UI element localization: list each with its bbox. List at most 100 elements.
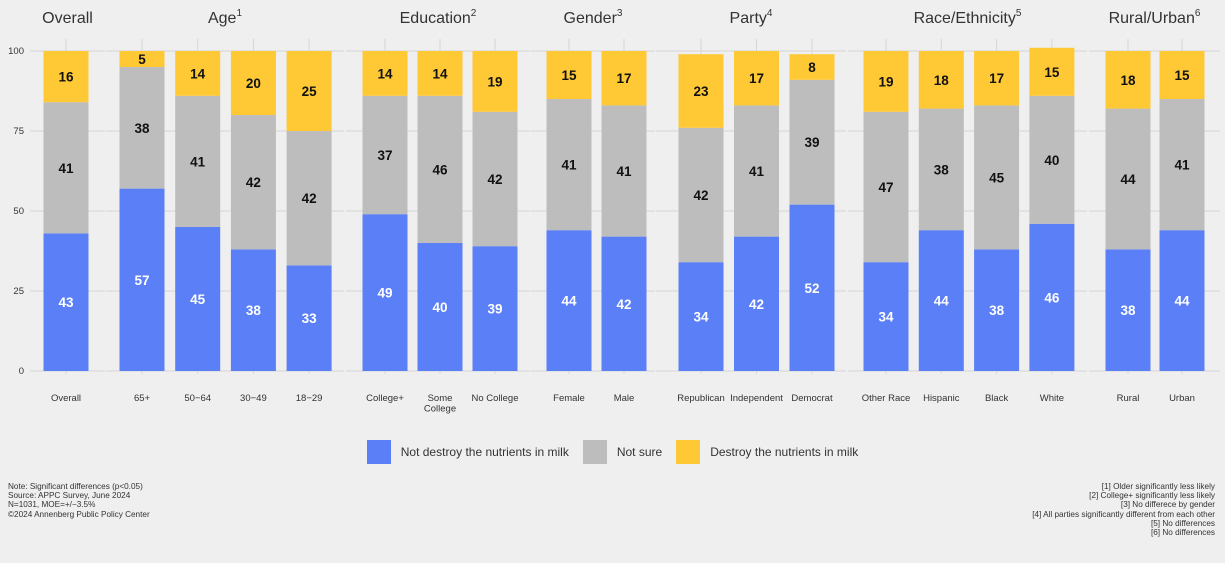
bar-segment (472, 246, 518, 371)
bar-segment (472, 51, 518, 112)
category-label: Republican (677, 393, 725, 404)
bar-segment (601, 236, 647, 371)
bar-segment (974, 105, 1020, 250)
data-label: 42 (487, 172, 502, 187)
bar-segment (362, 214, 408, 371)
data-label: 18 (934, 73, 950, 88)
legend-item-destroy: Destroy the nutrients in milk (676, 440, 858, 464)
bar-segment (119, 51, 165, 67)
bar-segment (417, 95, 463, 243)
footnote-line: [1] Older significantly less likely (1101, 482, 1215, 491)
category-label: Black (985, 393, 1008, 404)
bar-segment (601, 51, 647, 106)
data-label: 45 (190, 292, 206, 307)
data-label: 38 (989, 303, 1005, 318)
data-label: 41 (1174, 158, 1190, 173)
legend-item-not-destroy: Not destroy the nutrients in milk (366, 440, 569, 464)
data-label: 14 (190, 66, 206, 81)
bar-segment (789, 54, 835, 80)
bar-segment (734, 51, 779, 106)
bar-segment (1105, 51, 1151, 109)
data-label: 38 (134, 121, 150, 136)
data-label: 46 (1044, 290, 1060, 305)
data-label: 34 (693, 310, 709, 325)
bar-segment (286, 131, 332, 266)
category-label: Democrat (791, 393, 833, 404)
data-label: 14 (377, 66, 393, 81)
bar-segment (43, 102, 89, 234)
panel-title: Age1 (208, 8, 242, 27)
data-label: 41 (749, 164, 765, 179)
category-label: Urban (1169, 393, 1195, 404)
bar-segment (175, 95, 221, 227)
data-label: 38 (934, 162, 950, 177)
data-label: 37 (377, 148, 392, 163)
data-label: 38 (1120, 303, 1136, 318)
bar-segment (362, 51, 408, 96)
footnote-line: [3] No differece by gender (1120, 500, 1215, 510)
chart-legend: Not destroy the nutrients in milk Not su… (0, 440, 1225, 464)
category-label: Rural (1117, 393, 1140, 404)
bar-segment (417, 243, 463, 371)
bar-segment (1105, 108, 1151, 250)
footnote-line: [5] No differences (1150, 518, 1215, 528)
data-label: 15 (1044, 65, 1060, 80)
data-label: 17 (989, 71, 1004, 86)
data-label: 47 (878, 180, 893, 195)
panel-title: Gender3 (564, 8, 623, 27)
bar-segment (918, 230, 964, 371)
data-label: 42 (302, 191, 317, 206)
data-label: 44 (561, 294, 577, 309)
bar-segment (1159, 230, 1205, 371)
note-line: N=1031, MOE=+/−3.5% (8, 500, 96, 510)
data-label: 18 (1120, 73, 1136, 88)
bar-segment (362, 95, 408, 215)
source-notes: Note: Significant differences (p<0.05) S… (8, 482, 150, 519)
y-tick-label: 25 (13, 286, 24, 297)
data-label: 19 (487, 74, 502, 89)
bar-segment (546, 51, 592, 99)
data-label: 38 (246, 303, 262, 318)
data-label: 46 (432, 162, 448, 177)
category-label: White (1040, 393, 1064, 404)
bar-segment (1029, 223, 1075, 371)
y-tick-label: 50 (13, 206, 24, 217)
data-label: 41 (616, 164, 632, 179)
data-label: 39 (804, 135, 819, 150)
legend-swatch-not-destroy (366, 440, 391, 464)
category-label: 18−29 (296, 393, 323, 404)
bar-segment (175, 51, 221, 96)
category-label: No College (472, 393, 519, 404)
bar-segment (863, 262, 909, 371)
note-line: Note: Significant differences (p<0.05) (8, 482, 143, 491)
bar-segment (43, 51, 89, 103)
bar-segment (119, 67, 165, 189)
data-label: 41 (58, 161, 74, 176)
bar-segment (678, 54, 724, 128)
y-tick-label: 0 (19, 366, 24, 377)
category-label: Some (428, 393, 453, 404)
data-label: 14 (432, 66, 448, 81)
category-label: Other Race (862, 393, 911, 404)
bar-segment (1159, 99, 1205, 231)
bar-segment (119, 188, 165, 371)
legend-swatch-destroy (676, 440, 701, 464)
bar-segment (734, 236, 779, 371)
bar-segment (974, 249, 1020, 371)
panel-title: Race/Ethnicity5 (914, 8, 1022, 27)
data-label: 34 (878, 310, 894, 325)
data-label: 49 (377, 286, 392, 301)
category-label: 65+ (134, 393, 151, 404)
note-line: ©2024 Annenberg Public Policy Center (8, 509, 150, 519)
bar-segment (230, 115, 276, 250)
stacked-bar-chart: 0 25 50 75 100 Overall 43 41 16 Overall Age1 57 38 5 6… (8, 8, 1220, 415)
data-label: 39 (487, 302, 502, 317)
bar-segment (974, 51, 1020, 106)
data-label: 23 (693, 84, 709, 99)
panel-title: Party4 (730, 8, 773, 27)
bar-segment (286, 51, 332, 131)
footnote-line: [4] All parties significantly different … (1032, 509, 1215, 519)
data-label: 15 (561, 68, 577, 83)
data-label: 44 (1120, 172, 1136, 187)
data-label: 52 (804, 281, 819, 296)
